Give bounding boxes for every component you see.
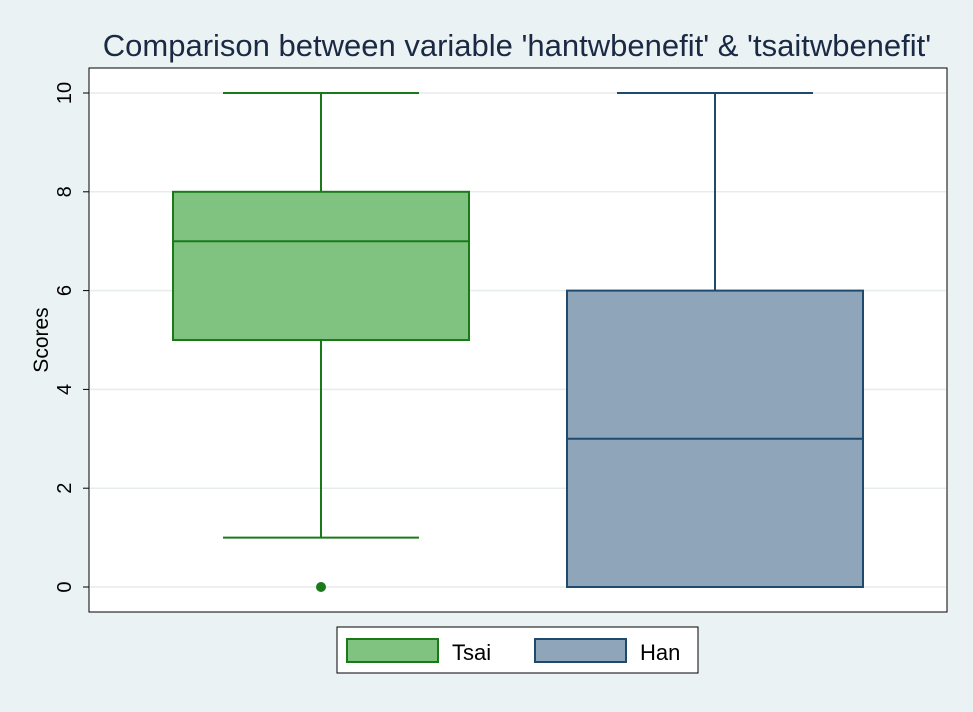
- chart-title: Comparison between variable 'hantwbenefi…: [103, 28, 931, 63]
- y-tick-label: 2: [54, 483, 76, 494]
- y-tick-label: 4: [54, 384, 76, 395]
- box-tsai: [172, 92, 470, 592]
- legend-swatch-han: [534, 638, 627, 663]
- y-axis-label: Scores: [30, 307, 53, 372]
- legend-label-han: Han: [640, 640, 680, 665]
- y-tick-label: 0: [54, 581, 76, 592]
- iqr-box: [172, 190, 470, 341]
- legend-frame: [336, 626, 699, 674]
- y-axis: 0 2 4 6 8 10: [54, 82, 89, 593]
- legend: Tsai Han: [336, 626, 699, 674]
- legend-swatch-tsai: [346, 638, 439, 663]
- y-tick-label: 6: [54, 285, 76, 296]
- box-han: [566, 92, 864, 588]
- y-tick-label: 8: [54, 186, 76, 197]
- outlier-point: [316, 582, 326, 592]
- box-series: [172, 92, 864, 592]
- y-tick-label: 10: [54, 82, 76, 104]
- legend-label-tsai: Tsai: [452, 640, 491, 665]
